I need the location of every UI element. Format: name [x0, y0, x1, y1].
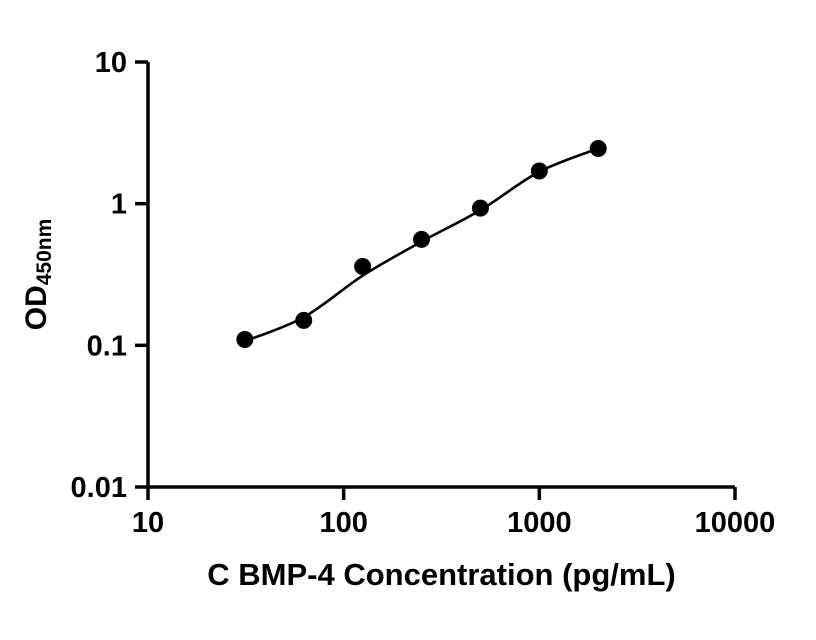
x-tick-label: 10000 [695, 507, 776, 539]
data-point [413, 230, 431, 248]
data-point [236, 330, 254, 348]
x-tick-label: 100 [319, 507, 367, 539]
data-point [471, 199, 489, 217]
data-point [530, 162, 548, 180]
data-point [589, 140, 607, 158]
y-tick-label: 10 [95, 47, 127, 79]
x-tick-label: 1000 [507, 507, 572, 539]
x-axis-title: C BMP-4 Concentration (pg/mL) [207, 557, 675, 592]
y-tick-label: 1 [111, 189, 127, 221]
y-tick-label: 0.1 [87, 330, 127, 362]
y-tick-label: 0.01 [71, 472, 127, 504]
data-point [354, 258, 372, 276]
y-axis-title: OD450nm [20, 219, 56, 331]
axes-frame [146, 62, 735, 489]
x-tick-label: 10 [132, 507, 164, 539]
data-point [295, 311, 313, 329]
